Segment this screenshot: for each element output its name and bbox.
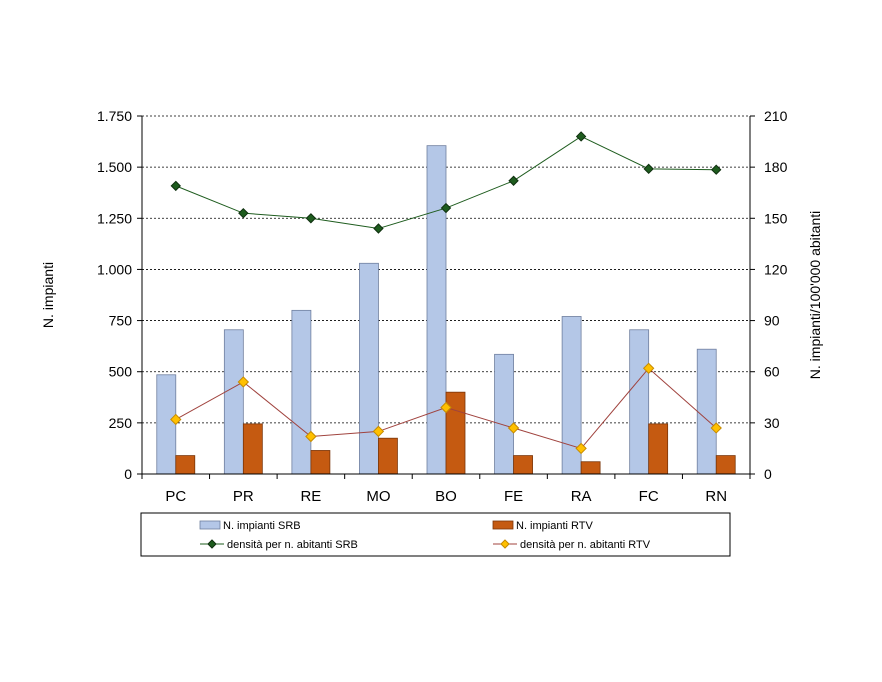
- point-densit-per-n-abitanti-srb-re: [305, 213, 317, 224]
- left-tick-label: 500: [109, 364, 133, 380]
- right-tick-label: 90: [764, 313, 780, 329]
- category-label: BO: [435, 488, 457, 505]
- bar-n-impianti-rtv-pc: [175, 455, 196, 475]
- bar-n-impianti-rtv-re: [310, 450, 331, 475]
- legend: N. impianti SRB N. impianti RTV densità pe…: [140, 512, 731, 557]
- bar-n-impianti-rtv-mo: [378, 437, 398, 475]
- point-densit-per-n-abitanti-srb-rn: [711, 164, 722, 175]
- bar-n-impianti-srb-fe: [494, 353, 514, 475]
- labels: N. impianti N. impianti/100'000 abitanti…: [40, 108, 823, 505]
- category-label: PR: [233, 488, 254, 505]
- legend-label-densit-per-n-abitanti-srb: densità per n. abitanti SRB: [227, 539, 358, 551]
- point-densit-per-n-abitanti-srb-fc: [643, 163, 654, 175]
- bar-n-impianti-rtv-ra: [580, 461, 601, 475]
- legend-swatch-n-impianti-rtv: [492, 520, 514, 530]
- left-tick-label: 1.250: [97, 210, 132, 226]
- right-tick-label: 150: [764, 210, 788, 226]
- point-densit-per-n-abitanti-rtv-mo: [372, 425, 385, 438]
- point-densit-per-n-abitanti-rtv-bo: [440, 401, 452, 414]
- point-densit-per-n-abitanti-srb-ra: [575, 131, 587, 142]
- bar-n-impianti-rtv-rn: [715, 455, 736, 475]
- point-densit-per-n-abitanti-srb-pc: [170, 180, 181, 192]
- right-tick-label: 0: [764, 466, 772, 482]
- left-tick-label: 250: [109, 415, 133, 431]
- point-densit-per-n-abitanti-srb-pr: [238, 207, 249, 219]
- bar-n-impianti-srb-pr: [223, 329, 244, 475]
- bar-n-impianti-rtv-fe: [513, 455, 533, 475]
- point-densit-per-n-abitanti-rtv-ra: [575, 442, 587, 455]
- point-densit-per-n-abitanti-rtv-pr: [237, 376, 250, 388]
- left-tick-label: 1.000: [97, 261, 132, 277]
- category-label: PC: [165, 488, 186, 505]
- legend-box: [140, 512, 731, 557]
- bar-n-impianti-rtv-pr: [242, 423, 263, 475]
- bar-n-impianti-srb-rn: [696, 348, 717, 475]
- left-tick-label: 1.750: [97, 108, 132, 124]
- category-label: RN: [705, 488, 727, 505]
- left-tick-label: 750: [109, 313, 133, 329]
- point-densit-per-n-abitanti-rtv-rn: [710, 422, 722, 434]
- point-densit-per-n-abitanti-rtv-fc: [642, 362, 655, 375]
- bar-n-impianti-srb-pc: [156, 374, 177, 475]
- legend-marker-densit-per-n-abitanti-rtv: [500, 539, 510, 549]
- left-tick-label: 1.500: [97, 159, 132, 175]
- legend-label-n-impianti-srb: N. impianti SRB: [223, 520, 301, 532]
- bar-n-impianti-srb-fc: [629, 329, 650, 475]
- category-label: RE: [300, 488, 321, 505]
- bar-n-impianti-rtv-fc: [648, 423, 669, 475]
- category-label: FC: [639, 488, 659, 505]
- category-label: MO: [366, 488, 390, 505]
- right-tick-label: 30: [764, 415, 780, 431]
- legend-swatch-n-impianti-srb: [199, 520, 221, 530]
- left-axis-title: N. impianti: [40, 262, 56, 328]
- right-tick-label: 180: [764, 159, 788, 175]
- category-label: FE: [504, 488, 523, 505]
- point-densit-per-n-abitanti-rtv-pc: [170, 413, 182, 426]
- axes: [137, 115, 755, 479]
- point-densit-per-n-abitanti-srb-mo: [373, 223, 384, 234]
- point-densit-per-n-abitanti-rtv-fe: [507, 422, 520, 434]
- bar-n-impianti-srb-re: [291, 309, 312, 475]
- right-axis-title: N. impianti/100'000 abitanti: [807, 211, 823, 379]
- point-densit-per-n-abitanti-srb-bo: [440, 202, 452, 214]
- right-tick-label: 120: [764, 261, 788, 277]
- bar-n-impianti-srb-mo: [359, 262, 379, 475]
- legend-label-densit-per-n-abitanti-rtv: densità per n. abitanti RTV: [520, 539, 651, 551]
- bars: [156, 145, 736, 475]
- point-densit-per-n-abitanti-rtv-re: [305, 430, 317, 443]
- lines: [170, 131, 722, 455]
- legend-label-n-impianti-rtv: N. impianti RTV: [516, 520, 593, 532]
- category-label: RA: [571, 488, 592, 505]
- legend-marker-densit-per-n-abitanti-srb: [207, 539, 217, 549]
- right-tick-label: 60: [764, 364, 780, 380]
- left-tick-label: 0: [124, 466, 132, 482]
- point-densit-per-n-abitanti-srb-fe: [508, 175, 519, 186]
- right-tick-label: 210: [764, 108, 788, 124]
- bar-n-impianti-srb-bo: [426, 145, 447, 475]
- bar-n-impianti-rtv-bo: [445, 391, 466, 475]
